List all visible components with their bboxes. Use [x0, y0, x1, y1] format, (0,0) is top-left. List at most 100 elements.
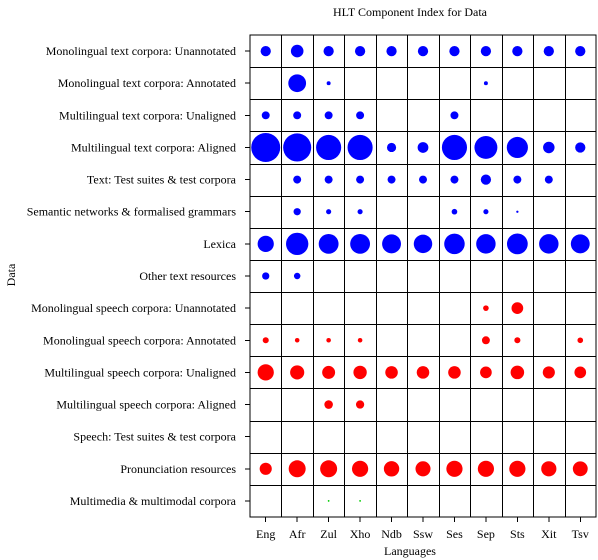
bubble: [574, 366, 587, 379]
bubble: [318, 233, 339, 254]
bubble: [477, 460, 495, 477]
column-label: Eng: [256, 527, 275, 541]
bubble: [320, 460, 338, 478]
bubble: [283, 133, 312, 162]
bubble: [476, 234, 496, 254]
row-label: Other text resources: [139, 269, 236, 283]
bubble: [262, 272, 270, 280]
bubble: [293, 111, 302, 120]
bubble: [323, 45, 334, 57]
bubble: [326, 209, 332, 215]
bubble: [293, 175, 302, 184]
bubble: [324, 111, 333, 120]
bubble: [257, 235, 274, 252]
bubble: [451, 208, 458, 215]
column-label: Ndb: [381, 527, 402, 541]
bubble: [387, 175, 396, 184]
column-label: Xit: [541, 527, 557, 541]
bubble: [293, 208, 301, 216]
bubble: [354, 45, 366, 57]
bubble: [417, 45, 429, 57]
bubble: [575, 45, 586, 57]
bubble: [419, 175, 427, 184]
grid: [250, 35, 596, 517]
bubble: [446, 460, 463, 477]
bubble: [359, 500, 361, 502]
row-label: Multilingual speech corpora: Unaligned: [44, 365, 236, 379]
x-axis-label: Languages: [384, 544, 436, 558]
bubbles: [251, 44, 590, 502]
bubble: [572, 461, 588, 477]
bubble: [257, 364, 274, 381]
column-label: Ses: [446, 527, 463, 541]
bubble: [575, 142, 586, 153]
row-label: Lexica: [203, 237, 236, 251]
bubble: [261, 111, 270, 120]
chart-title: HLT Component Index for Data: [333, 5, 488, 19]
bubble: [382, 234, 401, 254]
bubble: [512, 45, 523, 57]
bubble: [386, 45, 397, 57]
column-label: Sts: [510, 527, 525, 541]
y-axis-label: Data: [4, 263, 18, 286]
column-label: Zul: [320, 527, 337, 541]
bubble: [324, 175, 333, 184]
bubble: [539, 234, 559, 254]
bubble: [513, 175, 522, 184]
bubble: [293, 272, 301, 280]
row-labels: Monolingual text corpora: Unannotated Mon…: [27, 44, 250, 508]
bubble: [541, 461, 557, 477]
bubble: [480, 174, 492, 185]
bubble: [506, 233, 528, 255]
bubble: [544, 175, 553, 184]
bubble: [322, 365, 336, 379]
column-label: Sep: [477, 527, 495, 541]
bubble: [542, 366, 555, 379]
row-label: Speech: Test suites & test corpora: [73, 430, 236, 444]
bubble: [480, 45, 492, 57]
bubble: [290, 44, 304, 58]
column-label: Ssw: [413, 527, 433, 541]
bubble: [509, 460, 526, 477]
bubble: [514, 337, 521, 344]
bubble: [251, 132, 281, 162]
bubble: [294, 337, 300, 343]
bubble: [355, 400, 365, 409]
bubble: [326, 337, 331, 343]
bubble: [385, 366, 398, 379]
bubble: [316, 134, 342, 161]
bubble: [413, 234, 433, 254]
bubble: [506, 136, 528, 159]
bubble: [350, 233, 371, 254]
bubble: [570, 234, 590, 254]
bubble: [474, 136, 498, 159]
bubble: [356, 175, 365, 184]
bubble: [386, 142, 397, 153]
bubble: [510, 365, 525, 380]
plot-frame: [249, 34, 597, 518]
column-label: Xho: [350, 527, 371, 541]
bubble: [444, 233, 465, 255]
bubble: [480, 366, 492, 379]
row-label: Multimedia & multimodal corpora: [70, 494, 237, 508]
bubble: [288, 74, 307, 93]
bubble: [290, 365, 305, 380]
bubble: [353, 365, 367, 380]
bubble: [351, 460, 369, 477]
bubble: [415, 461, 431, 477]
row-label: Multilingual text corpora: Unaligned: [59, 108, 236, 122]
column-label: Tsv: [572, 527, 589, 541]
row-label: Monolingual speech corpora: Annotated: [43, 333, 236, 347]
row-label: Text: Test suites & test corpora: [87, 173, 237, 187]
bubble: [260, 45, 271, 57]
bubble: [543, 45, 554, 57]
bubble: [483, 209, 489, 215]
row-label: Semantic networks & formalised grammars: [27, 205, 237, 219]
bubble: [483, 81, 488, 86]
bubble: [357, 209, 363, 215]
bubble: [441, 134, 468, 161]
bubble: [262, 337, 269, 344]
bubble: [450, 111, 459, 120]
bubble: [288, 460, 306, 478]
